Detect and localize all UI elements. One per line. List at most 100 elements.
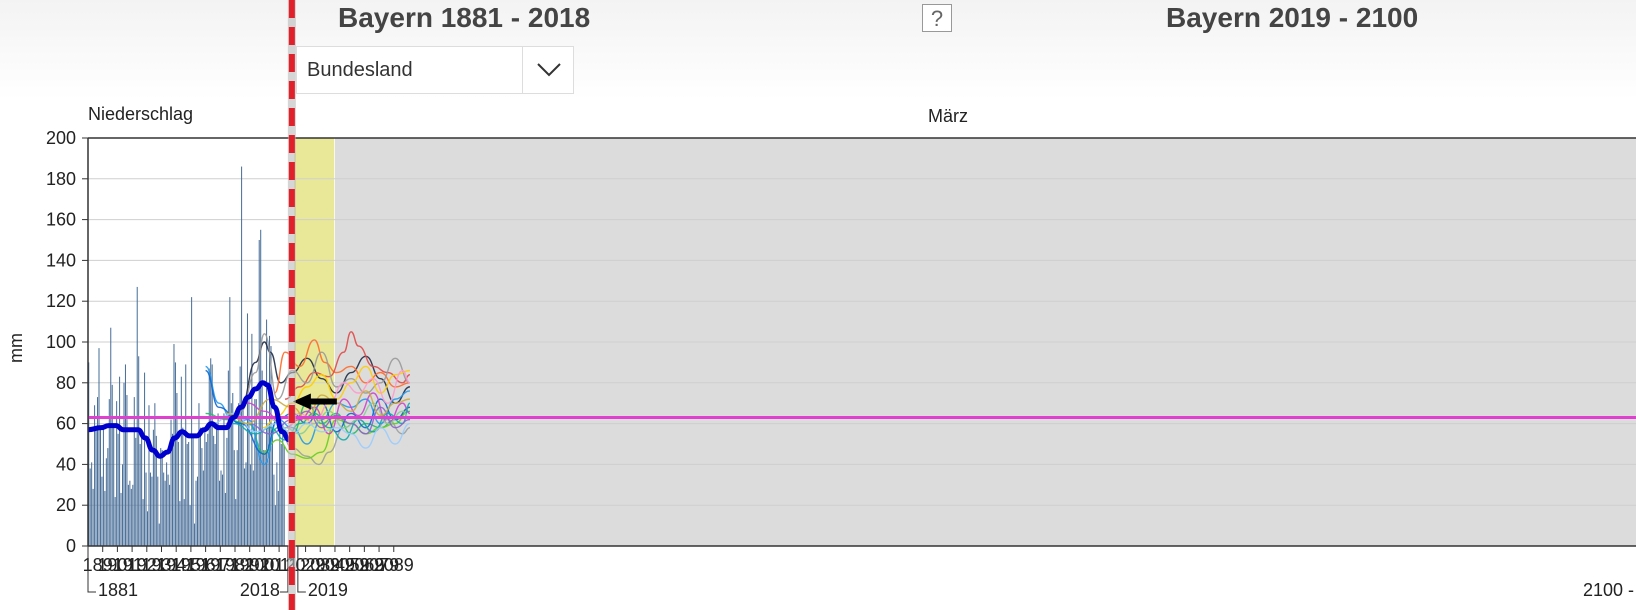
x-tick-label: 2079: [359, 555, 399, 575]
precipitation-bar: [171, 433, 174, 546]
precipitation-bar: [273, 474, 275, 546]
precipitation-bar: [182, 427, 184, 546]
precipitation-bar: [201, 448, 203, 546]
precipitation-bar: [245, 462, 247, 546]
precipitation-bar: [127, 484, 129, 546]
precipitation-bar: [283, 446, 285, 546]
precipitation-bar: [141, 431, 143, 546]
y-tick-label: 160: [46, 210, 76, 230]
precipitation-bar: [114, 497, 116, 546]
precipitation-bar: [277, 490, 279, 546]
arrow-indicator-icon: [292, 393, 337, 410]
region-select-toggle[interactable]: [522, 47, 573, 93]
precipitation-bar: [194, 523, 196, 546]
precipitation-bar: [226, 437, 228, 546]
precipitation-bar: [138, 356, 140, 546]
precipitation-bar: [105, 458, 107, 546]
precipitation-bar: [123, 382, 125, 546]
precipitation-bar: [224, 492, 226, 546]
precipitation-bar: [169, 484, 171, 546]
smoothed-trend-group: [87, 380, 337, 459]
x-tick-label: 1921: [127, 555, 167, 575]
precipitation-bar: [214, 444, 216, 546]
precipitation-bar: [144, 372, 146, 546]
x-tick-label: 1961: [186, 555, 226, 575]
y-axis-label: mm: [6, 333, 26, 363]
x-future-start-label: 2019: [308, 580, 348, 600]
precipitation-bar: [279, 423, 281, 546]
precipitation-bar: [142, 499, 144, 546]
precipitation-bar: [135, 437, 137, 546]
y-tick-label: 200: [46, 128, 76, 148]
precipitation-bar: [223, 413, 225, 546]
parameter-label: Niederschlag: [88, 104, 193, 124]
precipitation-bar: [216, 427, 218, 546]
precipitation-bar: [254, 399, 256, 546]
precipitation-bar: [167, 474, 169, 546]
precipitation-bar: [164, 480, 166, 546]
precipitation-bar: [180, 376, 182, 546]
precipitation-bar: [91, 462, 93, 546]
precipitation-bar: [236, 450, 238, 546]
precipitation-bar: [271, 433, 273, 546]
precipitation-bar: [221, 474, 223, 546]
projection-line: [211, 412, 411, 449]
x-future-start-bracket: [297, 546, 306, 593]
precipitation-bar: [191, 297, 193, 546]
y-tick-label: 80: [56, 373, 76, 393]
precipitation-bar: [104, 490, 106, 546]
precipitation-bar: [205, 441, 207, 546]
y-tick-label: 100: [46, 332, 76, 352]
precipitation-bar: [98, 348, 100, 546]
precipitation-bar: [189, 505, 191, 546]
help-button[interactable]: ?: [922, 4, 952, 32]
precipitation-bar: [199, 427, 201, 546]
precipitation-bar: [185, 364, 187, 546]
right-chart-title: Bayern 2019 - 2100: [1166, 2, 1419, 33]
precipitation-bar: [210, 358, 212, 546]
precipitation-bar: [147, 511, 149, 546]
precipitation-bar: [97, 397, 99, 546]
precipitation-bar: [207, 433, 209, 546]
precipitation-bar: [274, 505, 276, 546]
precipitation-bar: [248, 399, 250, 546]
x-tick-label: 2059: [330, 555, 370, 575]
x-tick-label: 1931: [141, 555, 181, 575]
precipitation-bar: [202, 470, 204, 546]
precipitation-bar: [157, 476, 159, 546]
precipitation-bar: [261, 370, 263, 546]
left-chart-title: Bayern 1881 - 2018: [338, 2, 591, 33]
x-tick-label: 1991: [230, 555, 270, 575]
y-tick-label: 120: [46, 291, 76, 311]
x-tick-label: 2001: [244, 555, 284, 575]
projection-line: [240, 333, 411, 413]
chevron-down-icon: [537, 63, 561, 77]
precipitation-bar: [217, 413, 219, 546]
projection-line: [233, 402, 411, 441]
precipitation-bar: [102, 425, 104, 546]
region-select[interactable]: Bundesland: [296, 46, 574, 94]
precipitation-bar: [176, 393, 178, 546]
smoothed-trend-line: [87, 380, 291, 459]
precipitation-bar: [163, 472, 165, 546]
precipitation-bar: [249, 464, 251, 546]
precipitation-bar: [170, 419, 172, 546]
precipitation-bar: [116, 401, 118, 546]
precipitation-bar: [155, 435, 157, 546]
precipitation-bar: [267, 423, 269, 546]
precipitation-bar: [119, 376, 121, 546]
precipitation-bar: [161, 450, 163, 546]
month-label: März: [928, 106, 968, 126]
precipitation-bar: [239, 366, 241, 546]
precipitation-bar: [282, 423, 284, 546]
precipitation-bar: [132, 484, 134, 546]
precipitation-bar: [280, 444, 282, 546]
precipitation-bar: [160, 448, 162, 546]
precipitation-bar: [241, 166, 243, 546]
precipitation-bar: [235, 499, 237, 546]
precipitation-bar: [242, 401, 244, 546]
precipitation-bar: [92, 488, 94, 546]
precipitation-bar: [99, 427, 101, 546]
precipitation-bars: [88, 166, 285, 547]
y-tick-label: 0: [66, 536, 76, 556]
